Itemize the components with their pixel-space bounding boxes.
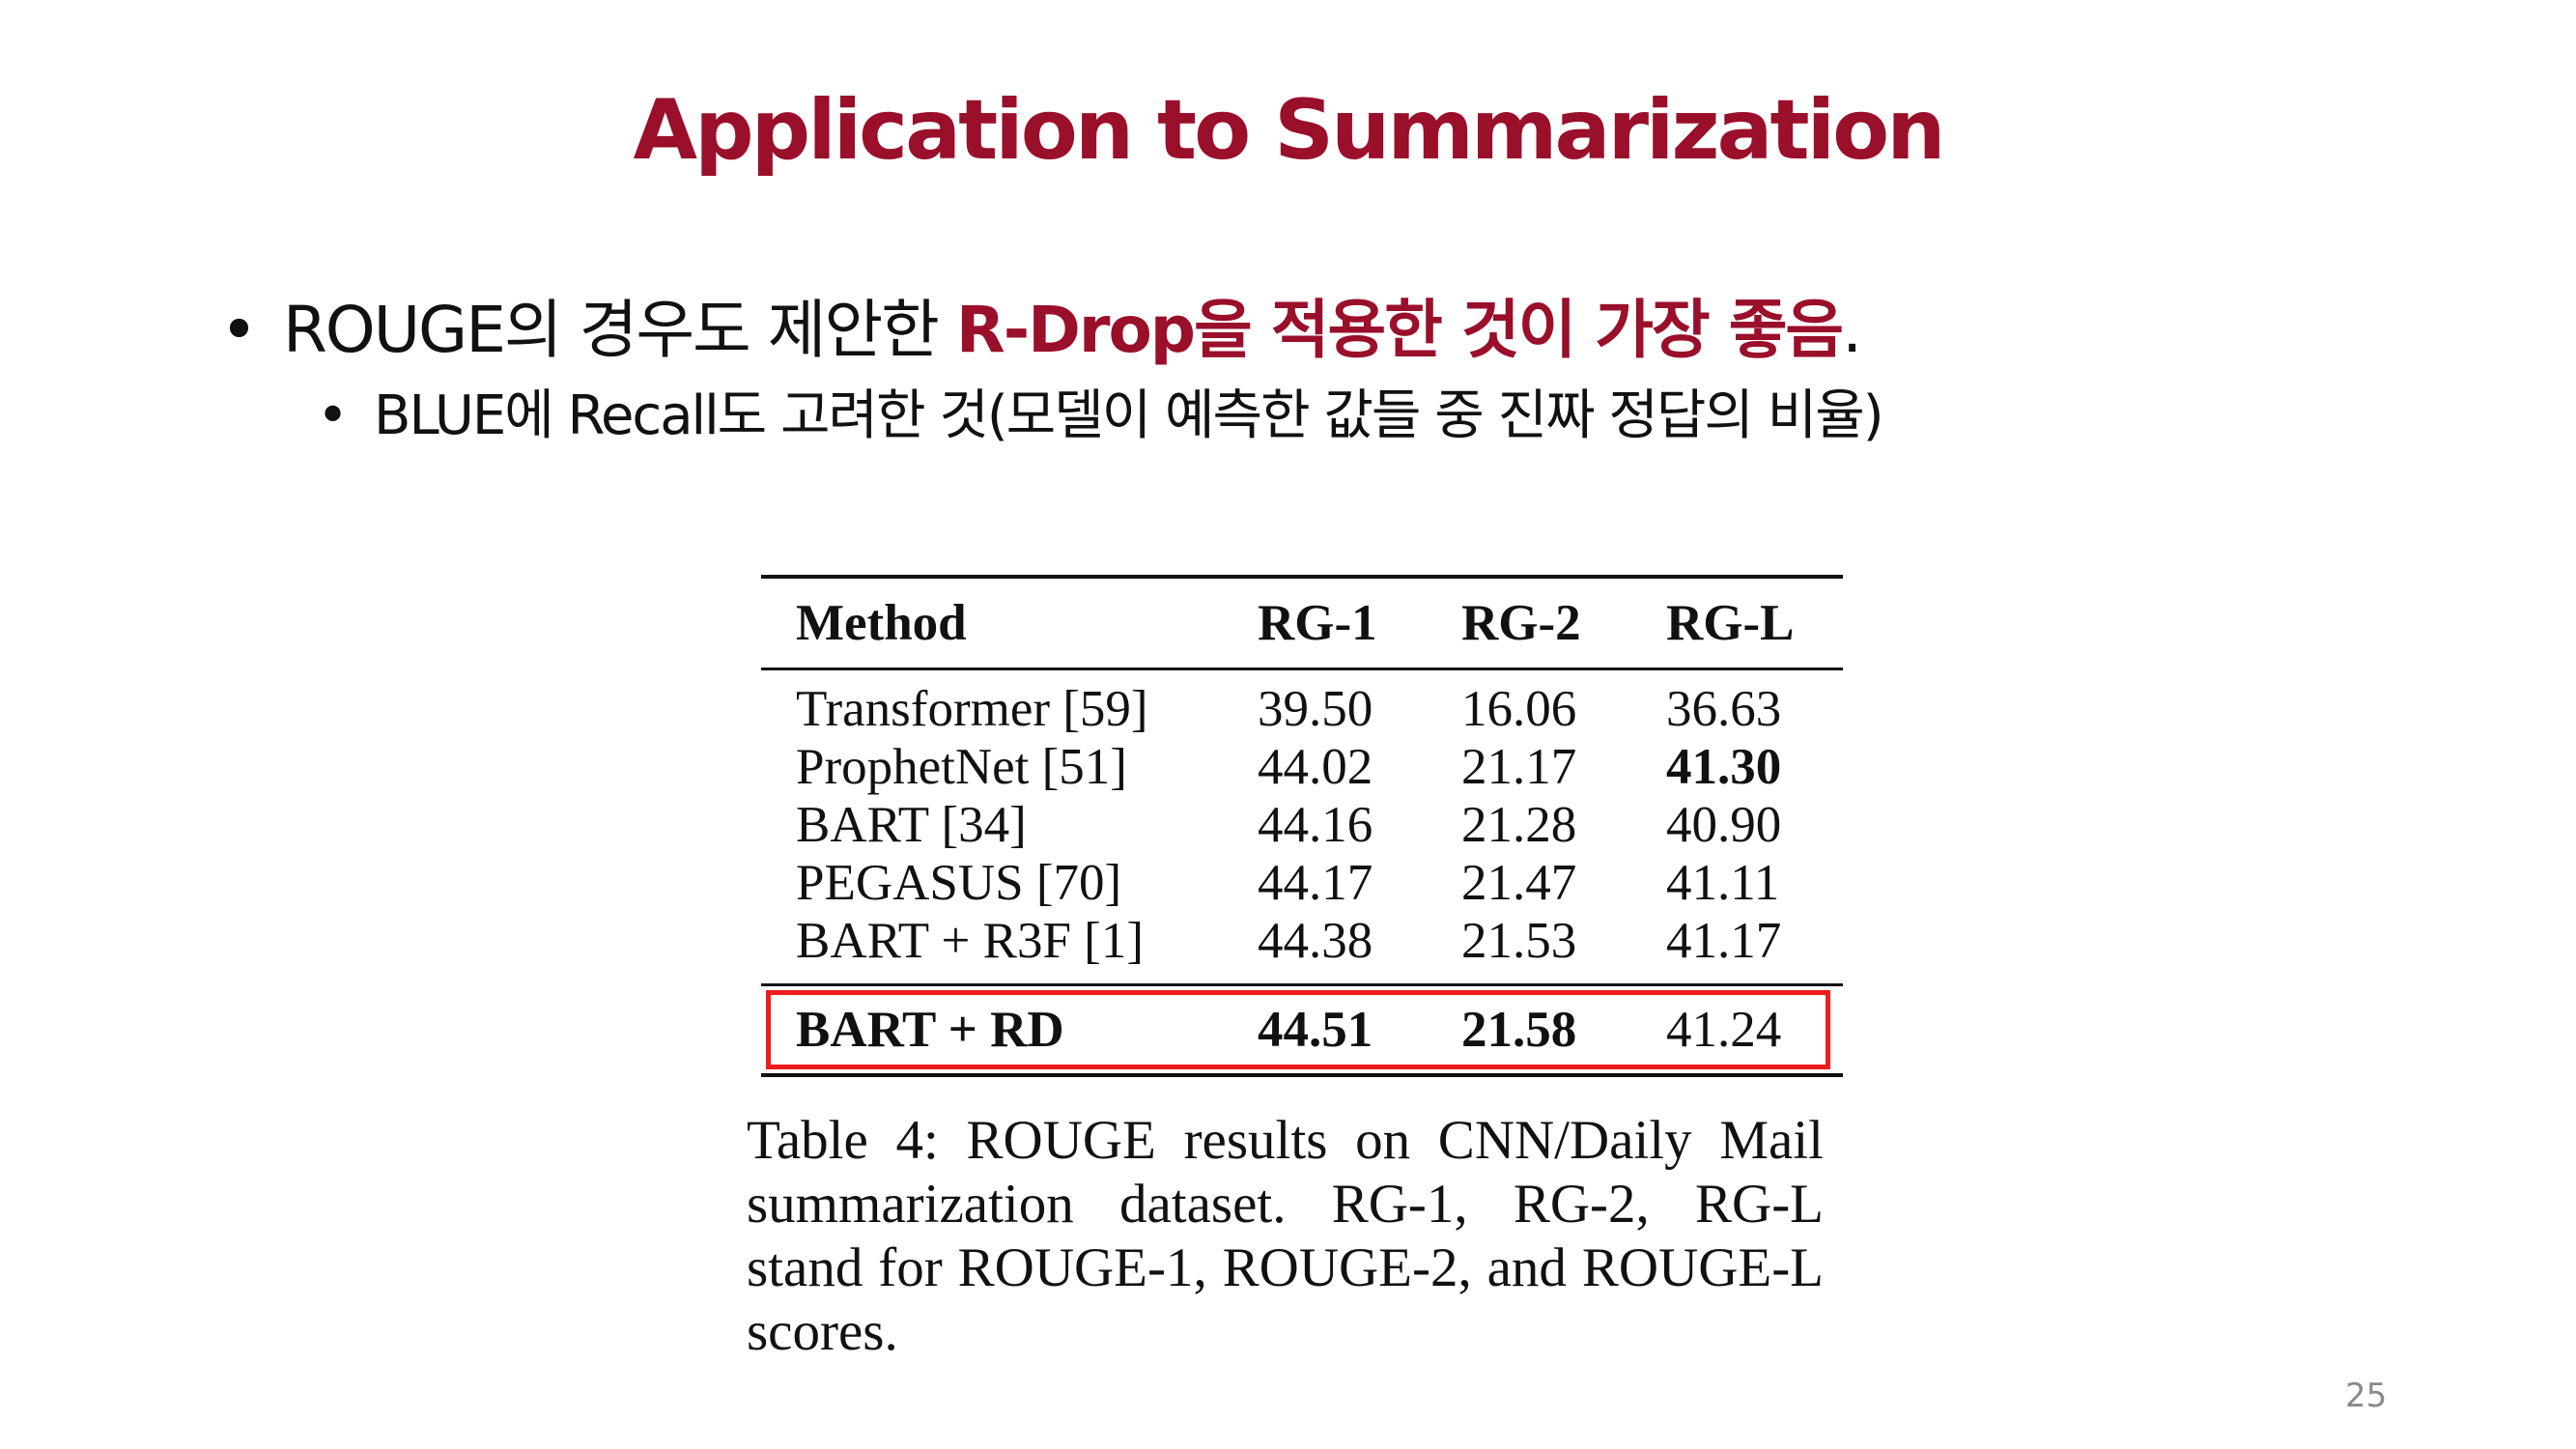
table-caption: Table 4: ROUGE results on CNN/Daily Mail… bbox=[747, 1110, 1824, 1362]
cell-rg1: 39.50 bbox=[1258, 681, 1373, 737]
cell-rg2: 21.53 bbox=[1461, 913, 1577, 969]
header-rgl: RG-L bbox=[1666, 595, 1795, 651]
cell-rg1: 44.17 bbox=[1258, 855, 1373, 911]
slide-title: Application to Summarization bbox=[633, 82, 1946, 179]
cell-rgl: 41.17 bbox=[1666, 913, 1782, 969]
table-row: Transformer [59] 39.50 16.06 36.63 bbox=[761, 669, 1843, 739]
cell-method: ProphetNet [51] bbox=[796, 739, 1127, 795]
cell-rg2: 21.47 bbox=[1461, 855, 1577, 911]
table-row: ProphetNet [51] 44.02 21.17 41.30 bbox=[761, 738, 1843, 796]
page-number: 25 bbox=[2345, 1377, 2388, 1415]
rouge-results-table: Method RG-1 RG-2 RG-L Transformer [59] 3… bbox=[761, 575, 1843, 1077]
bullet-text: ROUGE의 경우도 제안한 bbox=[282, 293, 956, 367]
cell-rgl: 41.24 bbox=[1666, 1002, 1782, 1058]
bullet-highlight-text: R-Drop을 적용한 것이 가장 좋음 bbox=[955, 293, 1844, 367]
sub-bullet-marker: • bbox=[317, 384, 349, 447]
header-rg2: RG-2 bbox=[1461, 595, 1581, 651]
cell-rg1: 44.38 bbox=[1258, 913, 1373, 969]
cell-method: PEGASUS [70] bbox=[796, 855, 1122, 911]
cell-rg2: 21.17 bbox=[1461, 739, 1577, 795]
table-row-highlighted: BART + RD 44.51 21.58 41.24 bbox=[761, 984, 1843, 1075]
cell-rg1: 44.02 bbox=[1258, 739, 1373, 795]
table-header-row: Method RG-1 RG-2 RG-L bbox=[761, 577, 1843, 669]
cell-rg2-best: 21.58 bbox=[1461, 1002, 1577, 1058]
cell-rgl: 36.63 bbox=[1666, 681, 1782, 737]
cell-method-ours: BART + RD bbox=[796, 1002, 1064, 1058]
cell-rgl: 40.90 bbox=[1666, 797, 1782, 853]
table-row: BART + R3F [1] 44.38 21.53 41.17 bbox=[761, 912, 1843, 985]
bullet-rouge-summary: • ROUGE의 경우도 제안한 R-Drop을 적용한 것이 가장 좋음. bbox=[220, 278, 1862, 371]
cell-rgl-best: 41.30 bbox=[1666, 739, 1782, 795]
header-rg1: RG-1 bbox=[1258, 595, 1377, 651]
cell-rg1: 44.16 bbox=[1258, 797, 1373, 853]
bullet-text-end: . bbox=[1842, 293, 1862, 367]
bullet-marker: • bbox=[220, 293, 258, 367]
table-row: BART [34] 44.16 21.28 40.90 bbox=[761, 796, 1843, 854]
cell-rg2: 16.06 bbox=[1461, 681, 1577, 737]
table-row: PEGASUS [70] 44.17 21.47 41.11 bbox=[761, 854, 1843, 912]
highlight-box bbox=[766, 990, 1830, 1069]
header-method: Method bbox=[796, 595, 967, 651]
cell-rg2: 21.28 bbox=[1461, 797, 1577, 853]
cell-rg1-best: 44.51 bbox=[1258, 1002, 1373, 1058]
cell-method: BART [34] bbox=[796, 797, 1027, 853]
cell-rgl: 41.11 bbox=[1666, 855, 1780, 911]
sub-bullet-text: BLUE에 Recall도 고려한 것(모델이 예측한 값들 중 진짜 정답의 … bbox=[374, 384, 1884, 447]
sub-bullet-recall-note: • BLUE에 Recall도 고려한 것(모델이 예측한 값들 중 진짜 정답의… bbox=[317, 372, 1884, 450]
cell-method: BART + R3F [1] bbox=[796, 913, 1144, 969]
cell-method: Transformer [59] bbox=[796, 681, 1148, 737]
